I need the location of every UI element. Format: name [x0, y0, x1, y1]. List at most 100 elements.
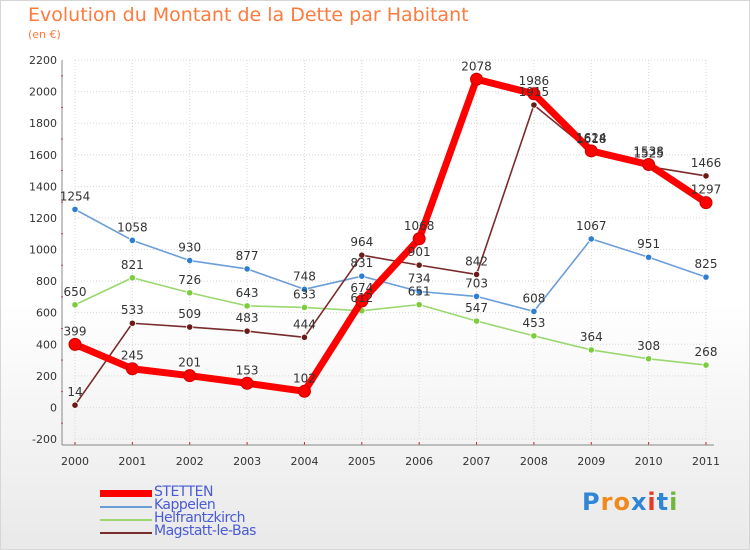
data-point-stetten — [584, 144, 598, 158]
data-label-kappelen: 930 — [178, 241, 201, 255]
data-label-kappelen: 951 — [637, 237, 660, 251]
data-point-kappelen — [587, 235, 595, 243]
data-point-helfrantzkirch — [415, 301, 423, 309]
data-point-stetten — [68, 337, 82, 351]
series-line-kappelen — [74, 208, 707, 313]
data-label-stetten: 399 — [64, 324, 87, 338]
data-point-magstatt-le-bas — [300, 333, 309, 341]
legend-swatch — [100, 490, 152, 497]
data-point-stetten — [412, 232, 426, 246]
legend-label: Magstatt-le-Bas — [154, 523, 256, 539]
legend-swatch — [100, 506, 152, 508]
data-point-kappelen — [645, 253, 653, 261]
legend-label: Kappelen — [154, 497, 216, 513]
data-label-magstatt-le-bas: 964 — [350, 235, 373, 249]
x-tick-label: 2005 — [348, 455, 376, 468]
data-label-magstatt-le-bas: 14 — [67, 385, 82, 399]
data-point-helfrantzkirch — [530, 332, 538, 340]
data-point-helfrantzkirch — [186, 289, 194, 297]
data-label-stetten: 1068 — [404, 219, 435, 233]
chart-subtitle: (en €) — [28, 28, 61, 41]
chart-title: Evolution du Montant de la Dette par Hab… — [28, 4, 469, 26]
data-point-kappelen — [186, 256, 194, 265]
data-point-helfrantzkirch — [71, 301, 79, 309]
data-label-magstatt-le-bas: 1915 — [519, 85, 550, 99]
y-tick-label: 1400 — [29, 180, 57, 193]
x-tick-label: 2002 — [176, 455, 204, 468]
data-label-kappelen: 748 — [293, 269, 316, 283]
data-point-stetten — [183, 369, 197, 383]
y-tick-label: 2000 — [29, 86, 57, 99]
logo-letter: r — [600, 488, 614, 516]
data-label-stetten: 1538 — [633, 145, 664, 159]
data-label-magstatt-le-bas: 533 — [121, 303, 144, 317]
data-label-helfrantzkirch: 547 — [465, 301, 488, 315]
data-label-helfrantzkirch: 651 — [408, 285, 431, 299]
x-tick-label: 2008 — [520, 455, 548, 468]
data-point-magstatt-le-bas — [530, 101, 538, 109]
data-label-magstatt-le-bas: 444 — [293, 317, 316, 331]
data-point-stetten — [642, 158, 656, 172]
data-label-stetten: 245 — [121, 349, 144, 363]
data-label-kappelen: 1254 — [60, 189, 91, 203]
data-point-kappelen — [71, 205, 79, 213]
logo-letter: x — [630, 488, 648, 516]
series-line-stetten — [71, 75, 710, 395]
data-label-helfrantzkirch: 453 — [522, 316, 545, 330]
data-point-stetten — [527, 87, 541, 101]
data-label-magstatt-le-bas: 483 — [236, 311, 259, 325]
logo-letter: t — [656, 488, 670, 516]
data-point-magstatt-le-bas — [186, 323, 194, 331]
data-label-stetten: 102 — [293, 371, 316, 385]
logo-letter: i — [647, 488, 657, 516]
data-point-helfrantzkirch — [472, 317, 481, 325]
x-tick-label: 2001 — [118, 455, 146, 468]
y-tick-label: 600 — [36, 307, 57, 320]
data-label-magstatt-le-bas: 1466 — [691, 156, 722, 170]
data-label-magstatt-le-bas: 901 — [408, 245, 431, 259]
data-point-kappelen — [300, 285, 309, 293]
y-tick-label: 1200 — [29, 212, 57, 225]
data-point-kappelen — [415, 287, 423, 296]
data-label-stetten: 1624 — [576, 131, 607, 145]
y-tick-label: 2200 — [29, 54, 57, 67]
data-point-helfrantzkirch — [128, 274, 136, 282]
logo-letter: i — [669, 488, 679, 516]
y-tick-label: 800 — [36, 275, 57, 288]
data-point-stetten — [699, 196, 713, 210]
data-label-magstatt-le-bas: 842 — [465, 254, 488, 268]
data-point-stetten — [297, 384, 311, 398]
y-tick-label: 400 — [36, 338, 57, 351]
x-tick-label: 2009 — [577, 455, 605, 468]
data-label-stetten: 201 — [178, 356, 201, 370]
data-label-helfrantzkirch: 633 — [293, 287, 316, 301]
y-tick-label: 1000 — [29, 244, 57, 257]
x-tick-label: 2003 — [233, 455, 261, 468]
data-point-helfrantzkirch — [243, 302, 251, 310]
data-point-kappelen — [358, 272, 366, 280]
data-point-helfrantzkirch — [587, 346, 595, 354]
data-label-helfrantzkirch: 612 — [350, 291, 373, 305]
data-point-kappelen — [472, 292, 481, 301]
x-tick-label: 2007 — [463, 455, 491, 468]
data-label-stetten: 674 — [350, 281, 373, 295]
data-label-stetten: 1986 — [519, 74, 550, 88]
data-point-stetten — [240, 376, 254, 390]
data-label-magstatt-le-bas: 509 — [178, 307, 201, 321]
data-point-helfrantzkirch — [300, 303, 309, 312]
data-label-helfrantzkirch: 643 — [236, 286, 259, 300]
data-point-magstatt-le-bas — [71, 401, 79, 409]
data-point-stetten — [125, 362, 139, 376]
x-tick-label: 2010 — [635, 455, 663, 468]
y-tick-label: -200 — [32, 433, 57, 446]
legend-swatch — [100, 532, 152, 534]
data-point-magstatt-le-bas — [472, 270, 481, 279]
data-point-magstatt-le-bas — [358, 251, 366, 259]
data-label-kappelen: 831 — [350, 256, 373, 270]
legend-label: STETTEN — [154, 484, 213, 500]
proxiti-logo: Proxiti — [582, 488, 678, 516]
x-tick-label: 2006 — [405, 455, 433, 468]
data-label-kappelen: 1067 — [576, 219, 607, 233]
series-line-helfrantzkirch — [74, 276, 707, 366]
data-point-helfrantzkirch — [702, 361, 710, 369]
